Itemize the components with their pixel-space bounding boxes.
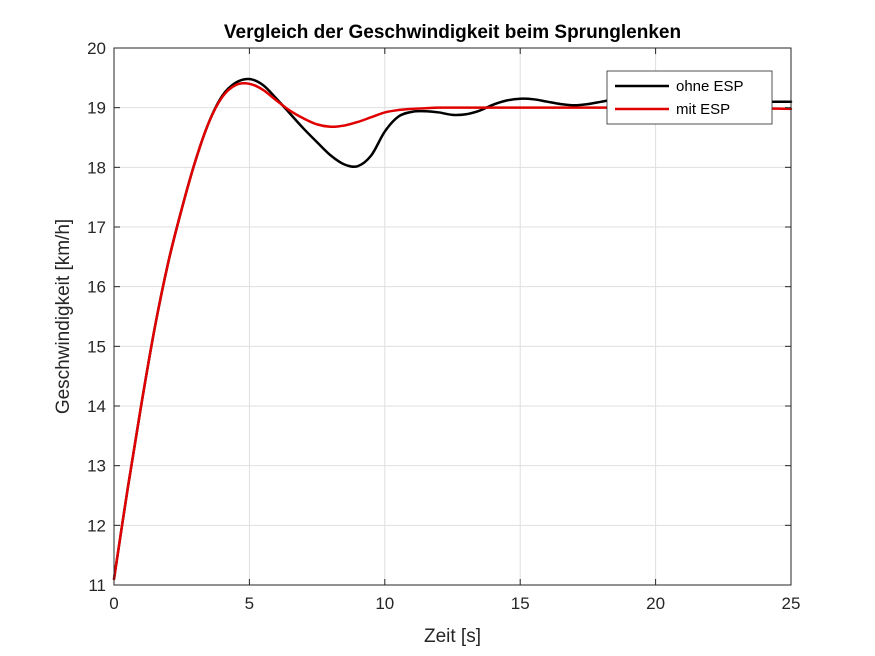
legend-label-ohne-esp: ohne ESP [676, 78, 744, 95]
y-tick-label: 19 [87, 99, 106, 118]
legend-label-mit-esp: mit ESP [676, 101, 730, 118]
tick-layer [113, 47, 792, 586]
y-tick-label: 20 [87, 39, 106, 58]
x-tick-label: 15 [511, 594, 530, 613]
x-tick-label: 0 [109, 594, 118, 613]
x-tick-label: 20 [646, 594, 665, 613]
y-tick-label: 16 [87, 278, 106, 297]
x-tick-label: 25 [782, 594, 801, 613]
x-tick-label: 10 [375, 594, 394, 613]
y-tick-label: 11 [88, 576, 106, 595]
plot-area [114, 48, 791, 585]
y-tick-label: 18 [87, 158, 106, 177]
tick-label-layer: 0 5 10 15 20 25 11 12 13 14 15 16 17 18 19 20 [87, 39, 800, 613]
y-tick-label: 14 [87, 397, 106, 416]
y-tick-label: 17 [87, 218, 106, 237]
y-tick-label: 13 [87, 457, 106, 476]
y-tick-label: 12 [87, 516, 106, 535]
y-axis-label: Geschwindigkeit [km/h] [53, 219, 74, 414]
chart-title: Vergleich der Geschwindigkeit beim Sprun… [224, 22, 681, 43]
y-tick-label: 15 [87, 337, 106, 356]
legend: ohne ESP mit ESP [606, 70, 773, 125]
x-tick-label: 5 [245, 594, 254, 613]
legend-box [606, 70, 773, 125]
series-line-mit-esp [112, 82, 793, 581]
plot-frame [113, 47, 792, 586]
x-axis-label: Zeit [s] [424, 626, 481, 647]
